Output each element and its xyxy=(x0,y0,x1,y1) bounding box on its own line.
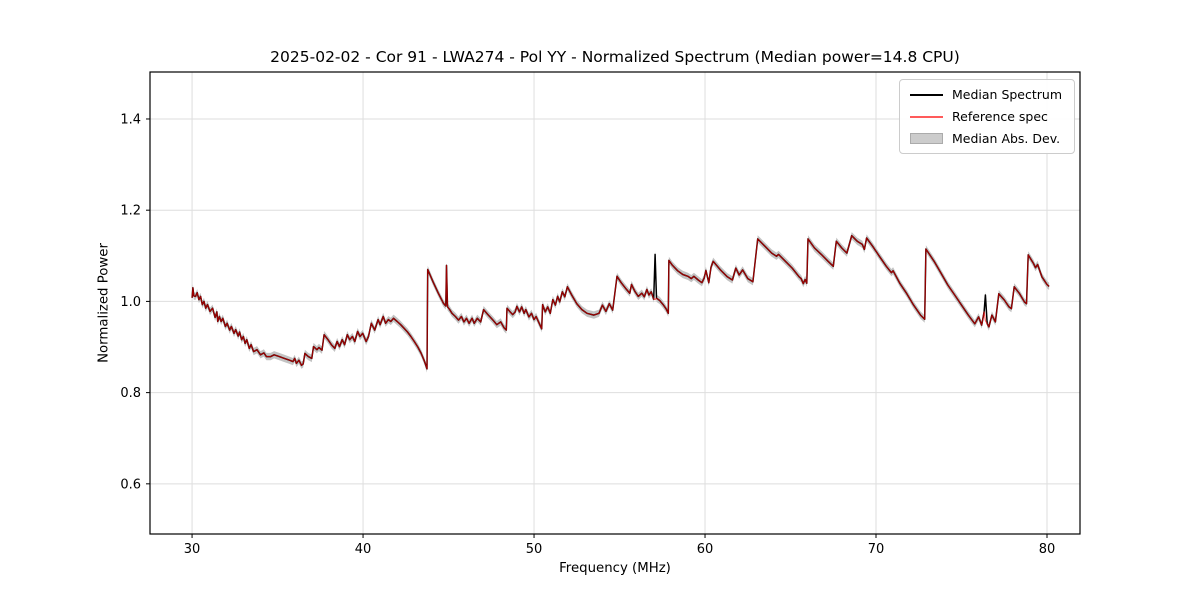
tick-labels: 30 40 50 60 70 80 0.6 0.8 1.0 1.2 1.4 xyxy=(120,112,1055,557)
legend-item-reference-spec: Reference spec xyxy=(910,109,1064,124)
legend-item-median-spectrum: Median Spectrum xyxy=(910,87,1064,102)
reference-line-swatch xyxy=(910,115,943,118)
legend-box: Median Spectrum Reference spec Median Ab… xyxy=(899,79,1075,154)
ticks xyxy=(146,118,1048,538)
mad-patch-swatch xyxy=(910,133,943,144)
legend-label: Median Spectrum xyxy=(952,87,1063,102)
mad-band xyxy=(192,232,1050,373)
y-tick-label: 1.0 xyxy=(120,295,141,310)
y-axis-label: Normalized Power xyxy=(96,243,112,363)
reference-line xyxy=(191,235,1050,370)
y-tick-label: 0.6 xyxy=(120,477,141,492)
legend-label: Reference spec xyxy=(952,109,1048,124)
chart-title: 2025-02-02 - Cor 91 - LWA274 - Pol YY - … xyxy=(270,48,960,66)
x-tick-label: 50 xyxy=(526,542,543,557)
axes-frame xyxy=(149,71,1081,535)
legend-label: Median Abs. Dev. xyxy=(952,131,1061,146)
y-tick-label: 0.8 xyxy=(120,386,141,401)
x-tick-label: 30 xyxy=(184,542,201,557)
legend-item-median-abs-dev: Median Abs. Dev. xyxy=(910,131,1064,146)
x-axis-label: Frequency (MHz) xyxy=(559,561,671,576)
y-tick-label: 1.2 xyxy=(120,204,141,219)
x-tick-label: 80 xyxy=(1039,542,1056,557)
x-tick-label: 40 xyxy=(355,542,372,557)
x-tick-label: 60 xyxy=(697,542,714,557)
y-tick-label: 1.4 xyxy=(120,112,141,127)
x-tick-label: 70 xyxy=(868,542,885,557)
median-line-swatch xyxy=(910,93,943,96)
